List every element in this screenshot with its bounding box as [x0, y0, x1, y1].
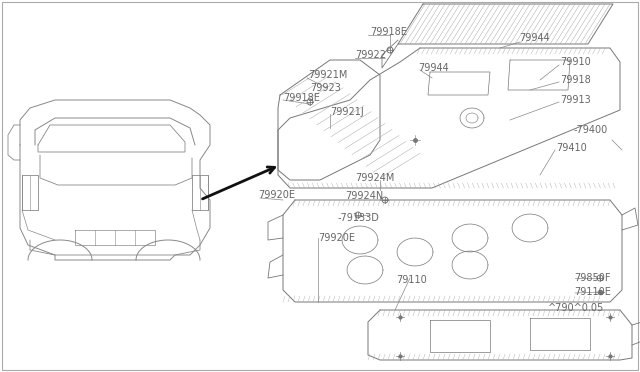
Text: 79913: 79913	[560, 95, 591, 105]
Text: 79920E: 79920E	[258, 190, 295, 200]
Text: 79410: 79410	[556, 143, 587, 153]
Text: 79922: 79922	[355, 50, 386, 60]
Text: 79921M: 79921M	[308, 70, 348, 80]
Text: -79400: -79400	[574, 125, 608, 135]
Text: 79944: 79944	[418, 63, 449, 73]
Text: 79923: 79923	[310, 83, 341, 93]
Text: -79133D: -79133D	[338, 213, 380, 223]
Text: 79850F: 79850F	[574, 273, 611, 283]
Text: 79918E: 79918E	[370, 27, 407, 37]
Text: 79918E: 79918E	[283, 93, 320, 103]
Text: 79944: 79944	[519, 33, 550, 43]
Text: 79910: 79910	[560, 57, 591, 67]
Text: 79920E: 79920E	[318, 233, 355, 243]
Text: 79924M: 79924M	[355, 173, 394, 183]
Text: 79921J: 79921J	[330, 107, 364, 117]
Text: 79110: 79110	[396, 275, 427, 285]
Text: 79924N: 79924N	[345, 191, 383, 201]
Text: ^790^0.05: ^790^0.05	[548, 303, 604, 313]
Text: 79918: 79918	[560, 75, 591, 85]
Text: 79110E: 79110E	[574, 287, 611, 297]
